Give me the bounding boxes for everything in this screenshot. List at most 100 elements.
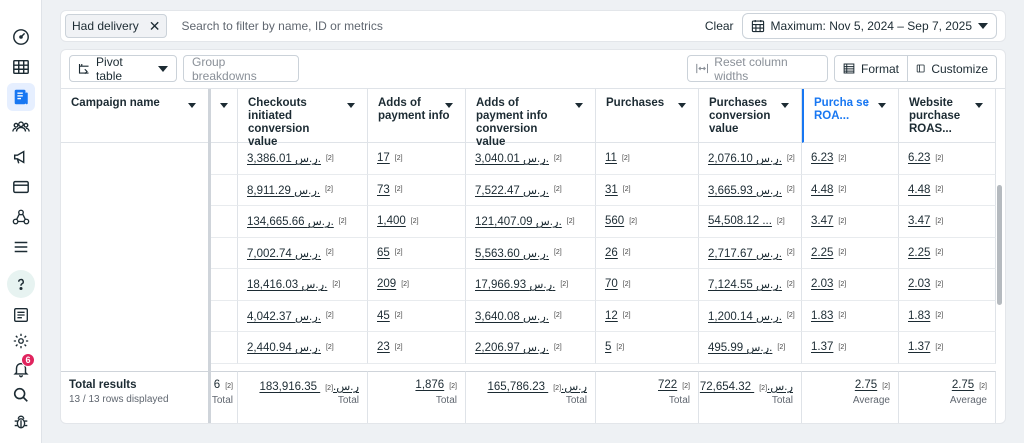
cell-value-link[interactable]: 2,076.10 ر.س. xyxy=(708,153,782,166)
column-header[interactable]: Adds of payment info xyxy=(368,89,466,143)
cell-value-link[interactable]: 4.48 xyxy=(811,183,834,196)
cell-value-link[interactable]: 2.25 xyxy=(908,246,931,259)
table-cell[interactable]: 26 [2] xyxy=(596,237,699,269)
table-cell[interactable]: 209 [2] xyxy=(368,269,466,301)
cell-value-link[interactable]: 6.23 xyxy=(908,152,931,165)
cell-value-link[interactable]: 1,200.14 ر.س. xyxy=(708,310,782,323)
cell-value-link[interactable]: 2.25 xyxy=(811,246,834,259)
cell-value-link[interactable]: 2,440.94 ر.س. xyxy=(247,342,321,355)
table-cell[interactable]: 73 [2] xyxy=(368,174,466,206)
chevron-down-icon[interactable] xyxy=(441,97,457,113)
chevron-down-icon[interactable] xyxy=(874,97,890,113)
cell-value-link[interactable]: 2.03 xyxy=(811,278,834,291)
table-cell[interactable]: 2.03 [2] xyxy=(802,269,899,301)
bug-report-icon[interactable] xyxy=(7,408,35,436)
cell-value-link[interactable]: 17 xyxy=(377,152,390,165)
dashboard-gauge-icon[interactable] xyxy=(7,23,35,51)
column-header-partial[interactable] xyxy=(211,89,238,143)
table-cell[interactable]: 1.37 [2] xyxy=(802,332,899,364)
total-value[interactable]: 1,876 xyxy=(415,379,445,391)
table-cell[interactable]: 6.23 [2] xyxy=(899,143,996,175)
table-cell[interactable]: 5,563.60 ر.س. [2] xyxy=(466,237,596,269)
format-button[interactable]: Format xyxy=(834,55,908,82)
cell-value-link[interactable]: 3,665.93 ر.س. xyxy=(708,184,782,197)
cell-value-link[interactable]: 5 xyxy=(605,341,612,354)
column-header[interactable]: Adds of payment info conversion value xyxy=(466,89,596,148)
table-grid-icon[interactable] xyxy=(7,53,35,81)
table-cell[interactable]: 1.83 [2] xyxy=(899,300,996,332)
clear-filters-button[interactable]: Clear xyxy=(704,19,734,33)
cell-value-link[interactable]: 1.37 xyxy=(811,341,834,354)
table-cell[interactable]: 3,040.01 ر.س. [2] xyxy=(466,143,596,175)
cell-value-link[interactable]: 45 xyxy=(377,309,390,322)
column-header[interactable]: Checkouts initiated conversion value xyxy=(238,89,368,148)
cell-value-link[interactable]: 70 xyxy=(605,278,618,291)
customize-button[interactable]: Customize xyxy=(907,55,997,82)
table-cell[interactable]: 7,124.55 ر.س. [2] xyxy=(699,269,802,301)
cell-value-link[interactable]: 3,040.01 ر.س. xyxy=(475,153,549,166)
table-cell[interactable]: 11 [2] xyxy=(596,143,699,175)
chevron-down-icon[interactable] xyxy=(571,97,587,113)
table-cell[interactable]: 70 [2] xyxy=(596,269,699,301)
chevron-down-icon[interactable] xyxy=(343,97,359,113)
cell-value-link[interactable]: 17,966.93 ر.س. xyxy=(475,279,556,292)
cell-value-link[interactable]: 134,665.66 ر.س. xyxy=(247,216,334,229)
table-cell[interactable]: 7,522.47 ر.س. [2] xyxy=(466,174,596,206)
cell-value-link[interactable]: 12 xyxy=(605,309,618,322)
table-cell[interactable]: 3,386.01 ر.س. [2] xyxy=(238,143,368,175)
table-cell[interactable]: 1,400 [2] xyxy=(368,206,466,238)
cell-value-link[interactable]: 3.47 xyxy=(811,215,834,228)
table-cell[interactable]: 134,665.66 ر.س. [2] xyxy=(238,206,368,238)
cell-value-link[interactable]: 7,522.47 ر.س. xyxy=(475,184,549,197)
cell-value-link[interactable]: 26 xyxy=(605,246,618,259)
menu-hamburger-icon[interactable] xyxy=(7,233,35,261)
table-cell[interactable]: 3,640.08 ر.س. [2] xyxy=(466,300,596,332)
search-input[interactable] xyxy=(181,19,705,33)
chevron-down-icon[interactable] xyxy=(184,97,200,113)
table-cell[interactable]: 7,002.74 ر.س. [2] xyxy=(238,237,368,269)
filter-chip-had-delivery[interactable]: Had delivery ✕ xyxy=(65,14,168,38)
cell-value-link[interactable]: 18,416.03 ر.س. xyxy=(247,279,328,292)
cell-value-link[interactable]: 1.37 xyxy=(908,341,931,354)
reset-column-widths-button[interactable]: Reset column widths xyxy=(687,55,828,83)
table-cell[interactable]: 5 [2] xyxy=(596,332,699,364)
cell-value-link[interactable]: 4.48 xyxy=(908,183,931,196)
cell-value-link[interactable]: 8,911.29 ر.س. xyxy=(247,184,321,197)
table-cell[interactable]: 2.03 [2] xyxy=(899,269,996,301)
table-cell[interactable]: 4,042.37 ر.س. [2] xyxy=(238,300,368,332)
table-cell[interactable]: 2.25 [2] xyxy=(802,237,899,269)
total-value[interactable]: 165,786.23 ر.س. xyxy=(487,381,587,393)
cell-value-link[interactable]: 3,386.01 ر.س. xyxy=(247,153,321,166)
column-header[interactable]: Website purchase ROAS... xyxy=(899,89,996,143)
table-cell[interactable]: 495.99 ر.س. [2] xyxy=(699,332,802,364)
sort-descending-icon[interactable]: ↓ xyxy=(864,95,870,109)
cell-value-link[interactable]: 3.47 xyxy=(908,215,931,228)
vertical-scrollbar[interactable] xyxy=(997,185,1002,305)
table-cell[interactable]: 17 [2] xyxy=(368,143,466,175)
table-cell[interactable]: 18,416.03 ر.س. [2] xyxy=(238,269,368,301)
cell-value-link[interactable]: 5,563.60 ر.س. xyxy=(475,247,549,260)
column-header[interactable]: Purchases xyxy=(596,89,699,143)
table-cell[interactable]: 1.83 [2] xyxy=(802,300,899,332)
total-value[interactable]: 72,654.32 ر.س. xyxy=(699,381,793,393)
billing-card-icon[interactable] xyxy=(7,173,35,201)
table-cell[interactable]: 2,076.10 ر.س. [2] xyxy=(699,143,802,175)
table-cell[interactable]: 31 [2] xyxy=(596,174,699,206)
cell-value-link[interactable]: 4,042.37 ر.س. xyxy=(247,310,321,323)
ads-manager-pages-icon[interactable] xyxy=(7,83,35,111)
cell-value-link[interactable]: 73 xyxy=(377,183,390,196)
cell-value-link[interactable]: 6.23 xyxy=(811,152,834,165)
cell-value-link[interactable]: 7,124.55 ر.س. xyxy=(708,279,782,292)
table-cell[interactable]: 3,665.93 ر.س. [2] xyxy=(699,174,802,206)
group-breakdowns-button[interactable]: Group breakdowns xyxy=(183,55,299,83)
table-cell[interactable]: 2,206.97 ر.س. [2] xyxy=(466,332,596,364)
total-value[interactable]: 183,916.35 ر.س. xyxy=(259,381,359,393)
cell-value-link[interactable]: 1,400 xyxy=(377,215,406,228)
cell-value-link[interactable]: 2.03 xyxy=(908,278,931,291)
cell-value-link[interactable]: 11 xyxy=(605,152,617,165)
table-cell[interactable]: 2,717.67 ر.س. [2] xyxy=(699,237,802,269)
cell-value-link[interactable]: 495.99 ر.س. xyxy=(708,342,773,355)
cell-value-link[interactable]: 121,407.09 ر.س. xyxy=(475,216,562,229)
column-header[interactable]: Purcha se ROA... ↓ xyxy=(802,89,899,143)
cell-value-link[interactable]: 1.83 xyxy=(908,309,931,322)
